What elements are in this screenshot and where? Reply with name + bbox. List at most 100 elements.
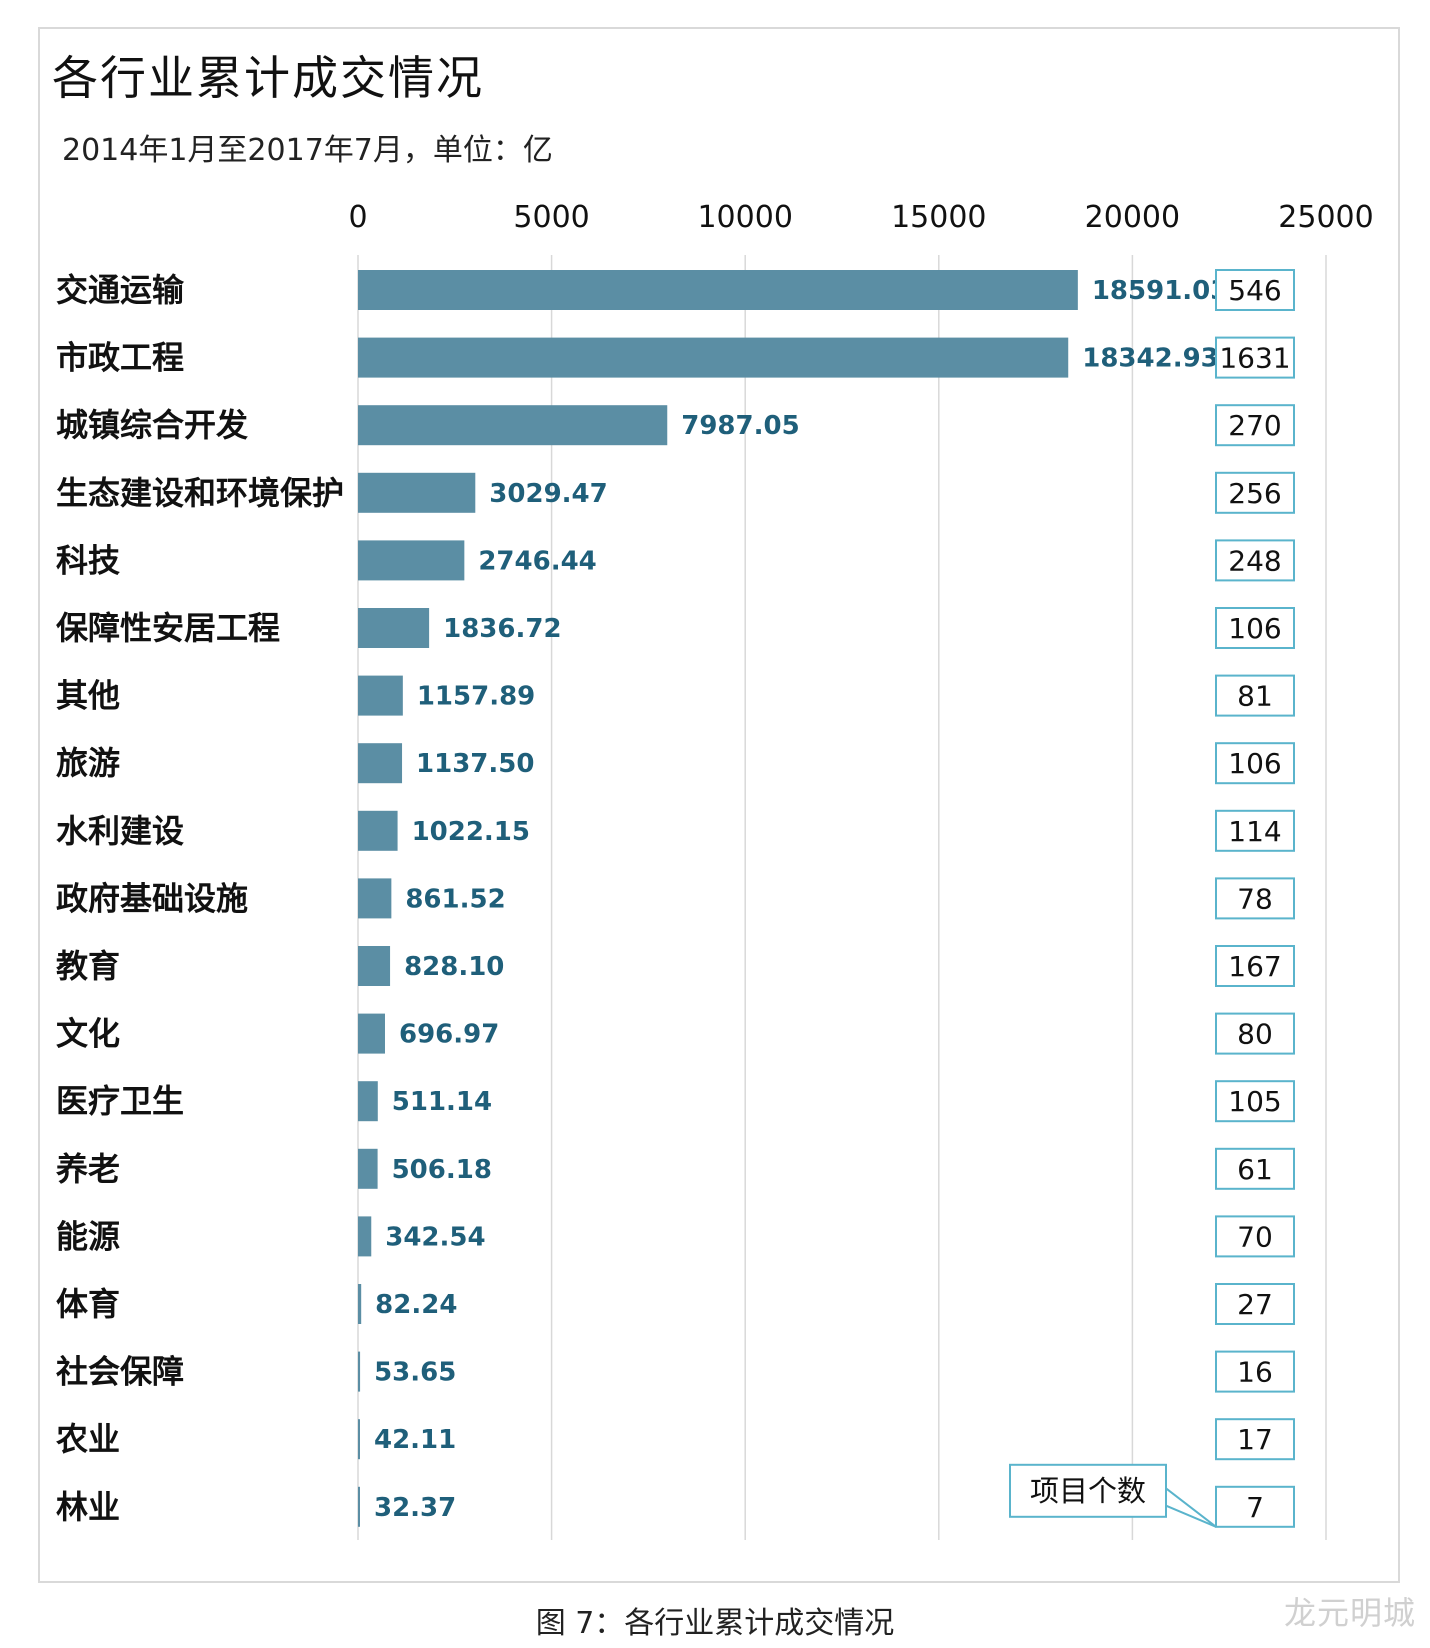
category-label: 保障性安居工程 [56,609,280,647]
bars: 18591.03 18342.93 7987.05 3029.47 2746.44 183… [358,270,1228,1527]
value-label: 1157.89 [417,682,535,712]
callout-label: 项目个数 [1030,1474,1146,1508]
count-label: 27 [1237,1288,1273,1321]
count-box [1215,945,1295,987]
count-label: 106 [1228,612,1281,645]
count-label: 81 [1237,680,1273,713]
bar [358,1216,372,1257]
value-label: 506.18 [392,1155,492,1185]
count-box [1215,1012,1295,1055]
count-box [1215,1147,1295,1190]
category-label: 旅游 [56,744,120,782]
bar [358,540,465,581]
bar [358,1081,378,1122]
category-label: 城镇综合开发 [56,406,248,444]
value-label: 511.14 [392,1087,492,1117]
value-label: 82.24 [375,1290,457,1320]
bar [358,810,398,851]
value-label: 53.65 [374,1358,456,1388]
category-labels: 交通运输市政工程城镇综合开发生态建设和环境保护科技保障性安居工程其他旅游水利建设… [56,271,344,1526]
bar [358,878,392,919]
bar [358,1419,360,1460]
category-label: 林业 [56,1488,120,1526]
count-label: 270 [1228,409,1281,442]
x-tick-label: 5000 [513,200,589,235]
category-label: 水利建设 [56,812,184,850]
value-label: 42.11 [374,1425,456,1455]
x-tick-label: 10000 [697,200,792,235]
count-label: 114 [1228,815,1281,848]
category-label: 交通运输 [56,271,185,309]
value-label: 32.37 [374,1493,456,1523]
count-label: 105 [1228,1085,1281,1118]
category-label: 文化 [56,1015,120,1053]
count-box [1215,877,1295,920]
bar [358,608,430,648]
count-box [1215,674,1295,717]
count-label: 1631 [1219,342,1290,375]
count-label: 167 [1228,950,1281,983]
bar [358,946,391,986]
count-label: 70 [1237,1220,1273,1253]
value-label: 1137.50 [416,749,534,779]
x-tick-label: 0 [348,200,367,235]
value-label: 1836.72 [443,614,561,644]
value-label: 861.52 [405,884,505,914]
count-box [1215,1485,1295,1528]
value-label: 18591.03 [1092,276,1229,306]
count-box [1215,404,1295,447]
x-tick-label: 15000 [891,200,986,235]
x-tick-label: 20000 [1085,200,1180,235]
category-label: 体育 [56,1285,120,1323]
grid-lines [357,255,1327,1540]
category-label: 能源 [56,1217,120,1255]
count-box [1215,1080,1295,1123]
bar [358,675,403,716]
count-label: 16 [1237,1356,1273,1389]
value-label: 2746.44 [478,546,596,576]
bar [358,270,1078,310]
chart-title: 各行业累计成交情况 [52,51,484,105]
count-callout: 项目个数 [1009,1463,1217,1528]
category-label: 其他 [56,677,120,715]
count-box [1215,1350,1295,1393]
bar [358,1486,360,1527]
count-boxes: 5461631270256248106811061147816780105617… [1215,269,1295,1528]
category-label: 农业 [56,1420,120,1458]
category-label: 科技 [56,541,120,579]
count-box [1215,1215,1295,1258]
bar [358,1013,385,1054]
bar [358,472,476,513]
category-label: 政府基础设施 [56,879,248,917]
count-box [1215,607,1295,649]
x-tick-label: 25000 [1278,200,1373,235]
figure-caption: 图 7：各行业累计成交情况 [535,1606,895,1641]
category-label: 市政工程 [56,339,184,377]
category-label: 生态建设和环境保护 [56,474,344,512]
count-box [1215,809,1295,852]
count-box [1215,539,1295,582]
value-label: 828.10 [404,952,504,982]
count-label: 17 [1237,1423,1273,1456]
value-label: 18342.93 [1082,344,1219,374]
count-box [1215,742,1295,785]
x-axis-ticks: 0 5000 10000 15000 20000 25000 [348,200,1373,235]
category-label: 养老 [56,1150,120,1188]
chart-frame [38,27,1400,1583]
bar [358,743,403,784]
count-box [1215,336,1295,379]
category-label: 教育 [56,947,120,985]
count-box [1215,1283,1295,1325]
bar [358,337,1069,378]
count-label: 248 [1228,544,1281,577]
count-label: 80 [1237,1018,1273,1051]
count-label: 256 [1228,477,1281,510]
count-box [1215,1418,1295,1461]
category-label: 医疗卫生 [56,1082,184,1120]
count-label: 546 [1228,274,1281,307]
value-label: 696.97 [399,1020,499,1050]
count-box [1215,269,1295,311]
count-label: 61 [1237,1153,1273,1186]
count-box [1215,471,1295,514]
value-label: 3029.47 [489,479,607,509]
